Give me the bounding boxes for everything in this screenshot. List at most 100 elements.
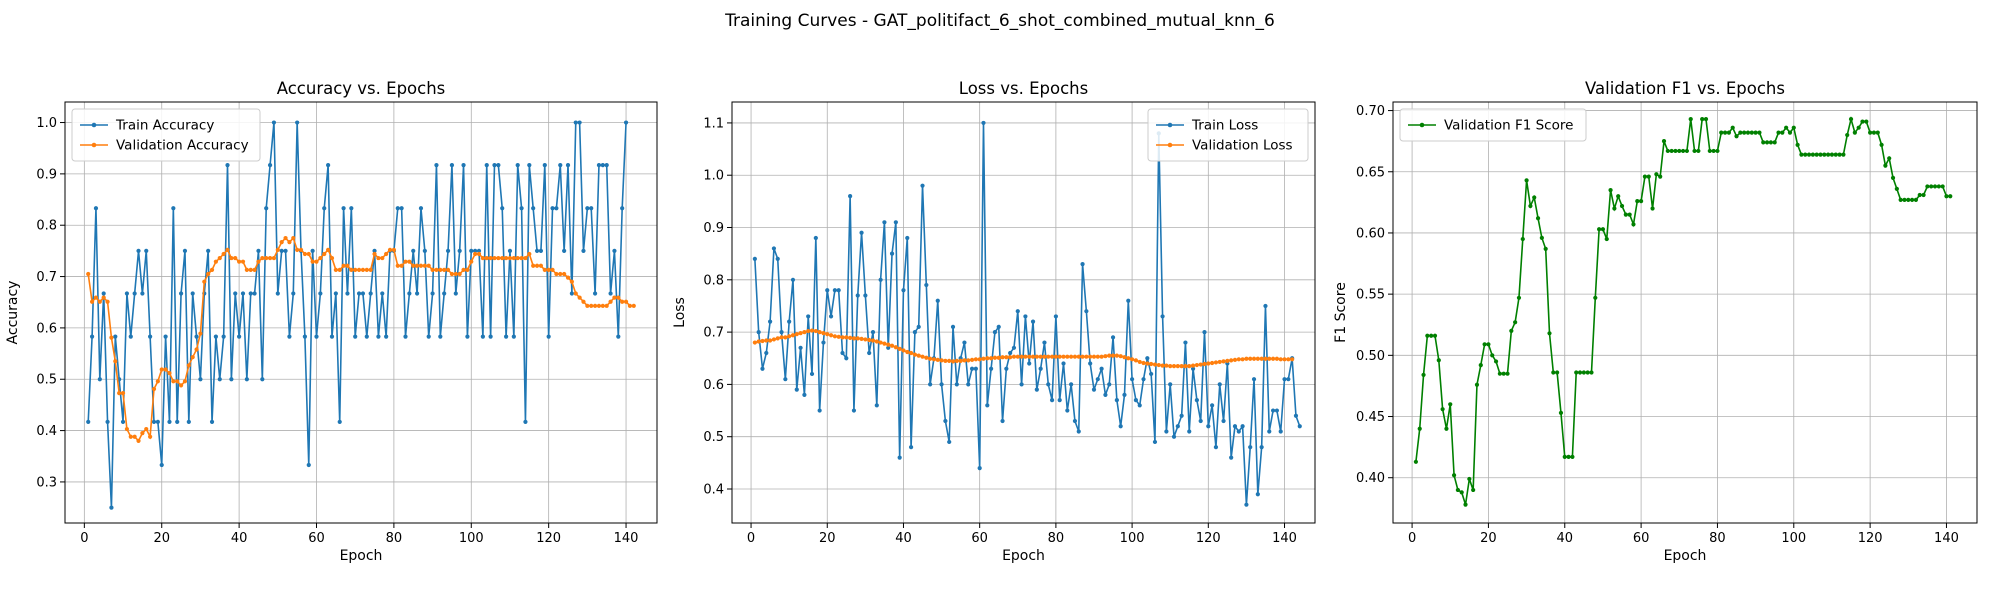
accuracy-series-1-point xyxy=(252,267,257,272)
f1-series-0-point xyxy=(1532,195,1537,200)
f1-series-0-point xyxy=(1868,130,1873,135)
loss-series-1-point xyxy=(1000,355,1005,360)
f1-series-0-point xyxy=(1474,382,1480,387)
loss-series-1-point xyxy=(836,334,841,339)
loss-series-1-point xyxy=(924,355,929,360)
loss-series-1-point xyxy=(1274,356,1279,361)
accuracy-series-1-point xyxy=(206,271,211,277)
accuracy-series-0-point xyxy=(252,291,257,296)
accuracy-axes-frame xyxy=(64,101,658,524)
f1-xtick-label: 0 xyxy=(1408,531,1416,546)
accuracy-series-0-point xyxy=(360,291,366,296)
f1-series-0-point xyxy=(1463,502,1468,507)
loss-series-0-point xyxy=(966,382,971,387)
accuracy-series-1-point xyxy=(291,235,296,241)
accuracy-series-1-point xyxy=(256,259,261,264)
loss-series-1-point xyxy=(901,348,906,353)
f1-series-0-point xyxy=(1917,192,1922,198)
f1-series-0-point xyxy=(1448,402,1453,407)
accuracy-legend-label-0: Train Accuracy xyxy=(115,118,214,134)
loss-series-1-point xyxy=(966,358,971,363)
f1-series-0-point xyxy=(1577,370,1583,375)
accuracy-series-1-point xyxy=(151,386,157,392)
loss-series-0-point xyxy=(817,408,822,413)
accuracy-series-0-point xyxy=(395,206,400,211)
accuracy-series-1-point xyxy=(109,335,114,340)
f1-series-0-point xyxy=(1471,487,1476,493)
accuracy-series-1-point xyxy=(550,267,555,272)
loss-series-1-point xyxy=(1278,357,1283,362)
loss-series-1-point xyxy=(1229,358,1234,363)
accuracy-series-0-point xyxy=(206,248,211,253)
f1-series-0-point xyxy=(1673,148,1678,154)
f1-series-0-point xyxy=(1906,197,1911,203)
f1-series-0-point xyxy=(1745,130,1751,135)
loss-series-0-point xyxy=(756,330,761,335)
f1-series-0-point xyxy=(1639,199,1644,204)
loss-series-0-point xyxy=(1015,309,1020,314)
f1-series-0-point xyxy=(1413,459,1418,464)
accuracy-legend-label-1: Validation Accuracy xyxy=(116,138,249,154)
loss-series-1-point xyxy=(1202,361,1207,367)
loss-series-0-point xyxy=(760,366,765,371)
loss-series-0-point xyxy=(962,340,967,345)
accuracy-ytick-label: 0.6 xyxy=(36,321,57,336)
accuracy-series-1-point xyxy=(93,295,99,300)
loss-series-0-point xyxy=(1244,502,1249,507)
accuracy-series-1-point xyxy=(631,303,636,308)
accuracy-series-1-point xyxy=(105,299,110,304)
loss-series-0-point xyxy=(802,392,807,397)
loss-xtick-label: 100 xyxy=(1120,531,1145,546)
loss-series-1-point xyxy=(1110,353,1116,358)
accuracy-series-0-point xyxy=(244,377,249,382)
f1-series-0-point xyxy=(1845,132,1850,138)
loss-series-0-point xyxy=(1030,319,1036,324)
accuracy-series-0-point xyxy=(209,419,215,424)
f1-series-0-point xyxy=(1467,476,1472,482)
accuracy-series-0-point xyxy=(473,248,478,253)
f1-series-0-point xyxy=(1451,473,1457,478)
f1-series-0-point xyxy=(1570,454,1575,460)
loss-series-0-point xyxy=(1168,382,1173,387)
f1-series-0-point xyxy=(1619,203,1625,209)
f1-series-0-point xyxy=(1589,370,1594,375)
loss-series-0-point xyxy=(1248,445,1253,450)
f1-series-0-point xyxy=(1715,148,1720,154)
loss-series-1-point xyxy=(912,352,918,357)
loss-series-1-point xyxy=(802,330,807,335)
loss-series-0-point xyxy=(851,408,857,413)
loss-series-1-point xyxy=(1221,359,1226,364)
accuracy-series-1-point xyxy=(271,255,277,261)
loss-series-0-point xyxy=(1065,408,1070,413)
accuracy-series-0-point xyxy=(558,163,563,168)
loss-series-0-point xyxy=(863,293,868,298)
accuracy-legend-marker-1 xyxy=(91,142,97,148)
loss-series-0-point xyxy=(1190,366,1196,371)
accuracy-series-1-point xyxy=(465,267,470,272)
loss-series-0-point xyxy=(1133,398,1139,403)
accuracy-series-0-point xyxy=(573,120,578,125)
accuracy-series-0-point xyxy=(86,419,91,424)
loss-series-1-point xyxy=(1015,354,1020,359)
loss-series-0-point xyxy=(908,445,914,450)
f1-series-0-point xyxy=(1455,487,1460,493)
f1-xtick-label: 40 xyxy=(1556,531,1573,546)
accuracy-series-0-point xyxy=(155,419,160,424)
f1-ytick-label: 0.55 xyxy=(1356,288,1385,303)
accuracy-series-0-point xyxy=(345,291,350,296)
loss-series-1-point xyxy=(771,337,777,342)
loss-series-1-point xyxy=(897,346,902,351)
loss-series-1-point xyxy=(764,338,769,343)
accuracy-series-1-point xyxy=(387,247,393,252)
accuracy-series-1-point xyxy=(608,299,613,304)
loss-series-1-point xyxy=(1171,364,1177,369)
f1-series-0-point xyxy=(1585,370,1590,375)
figure-suptitle: Training Curves - GAT_politifact_6_shot_… xyxy=(724,11,1275,31)
loss-series-0-point xyxy=(848,194,853,199)
accuracy-series-1-point xyxy=(356,267,362,272)
loss-series-1-point xyxy=(969,357,975,362)
f1-series-0-point xyxy=(1677,148,1682,154)
loss-series-0-point xyxy=(1293,413,1299,418)
loss-series-1-point xyxy=(775,336,780,341)
accuracy-ytick-label: 0.8 xyxy=(36,219,57,234)
